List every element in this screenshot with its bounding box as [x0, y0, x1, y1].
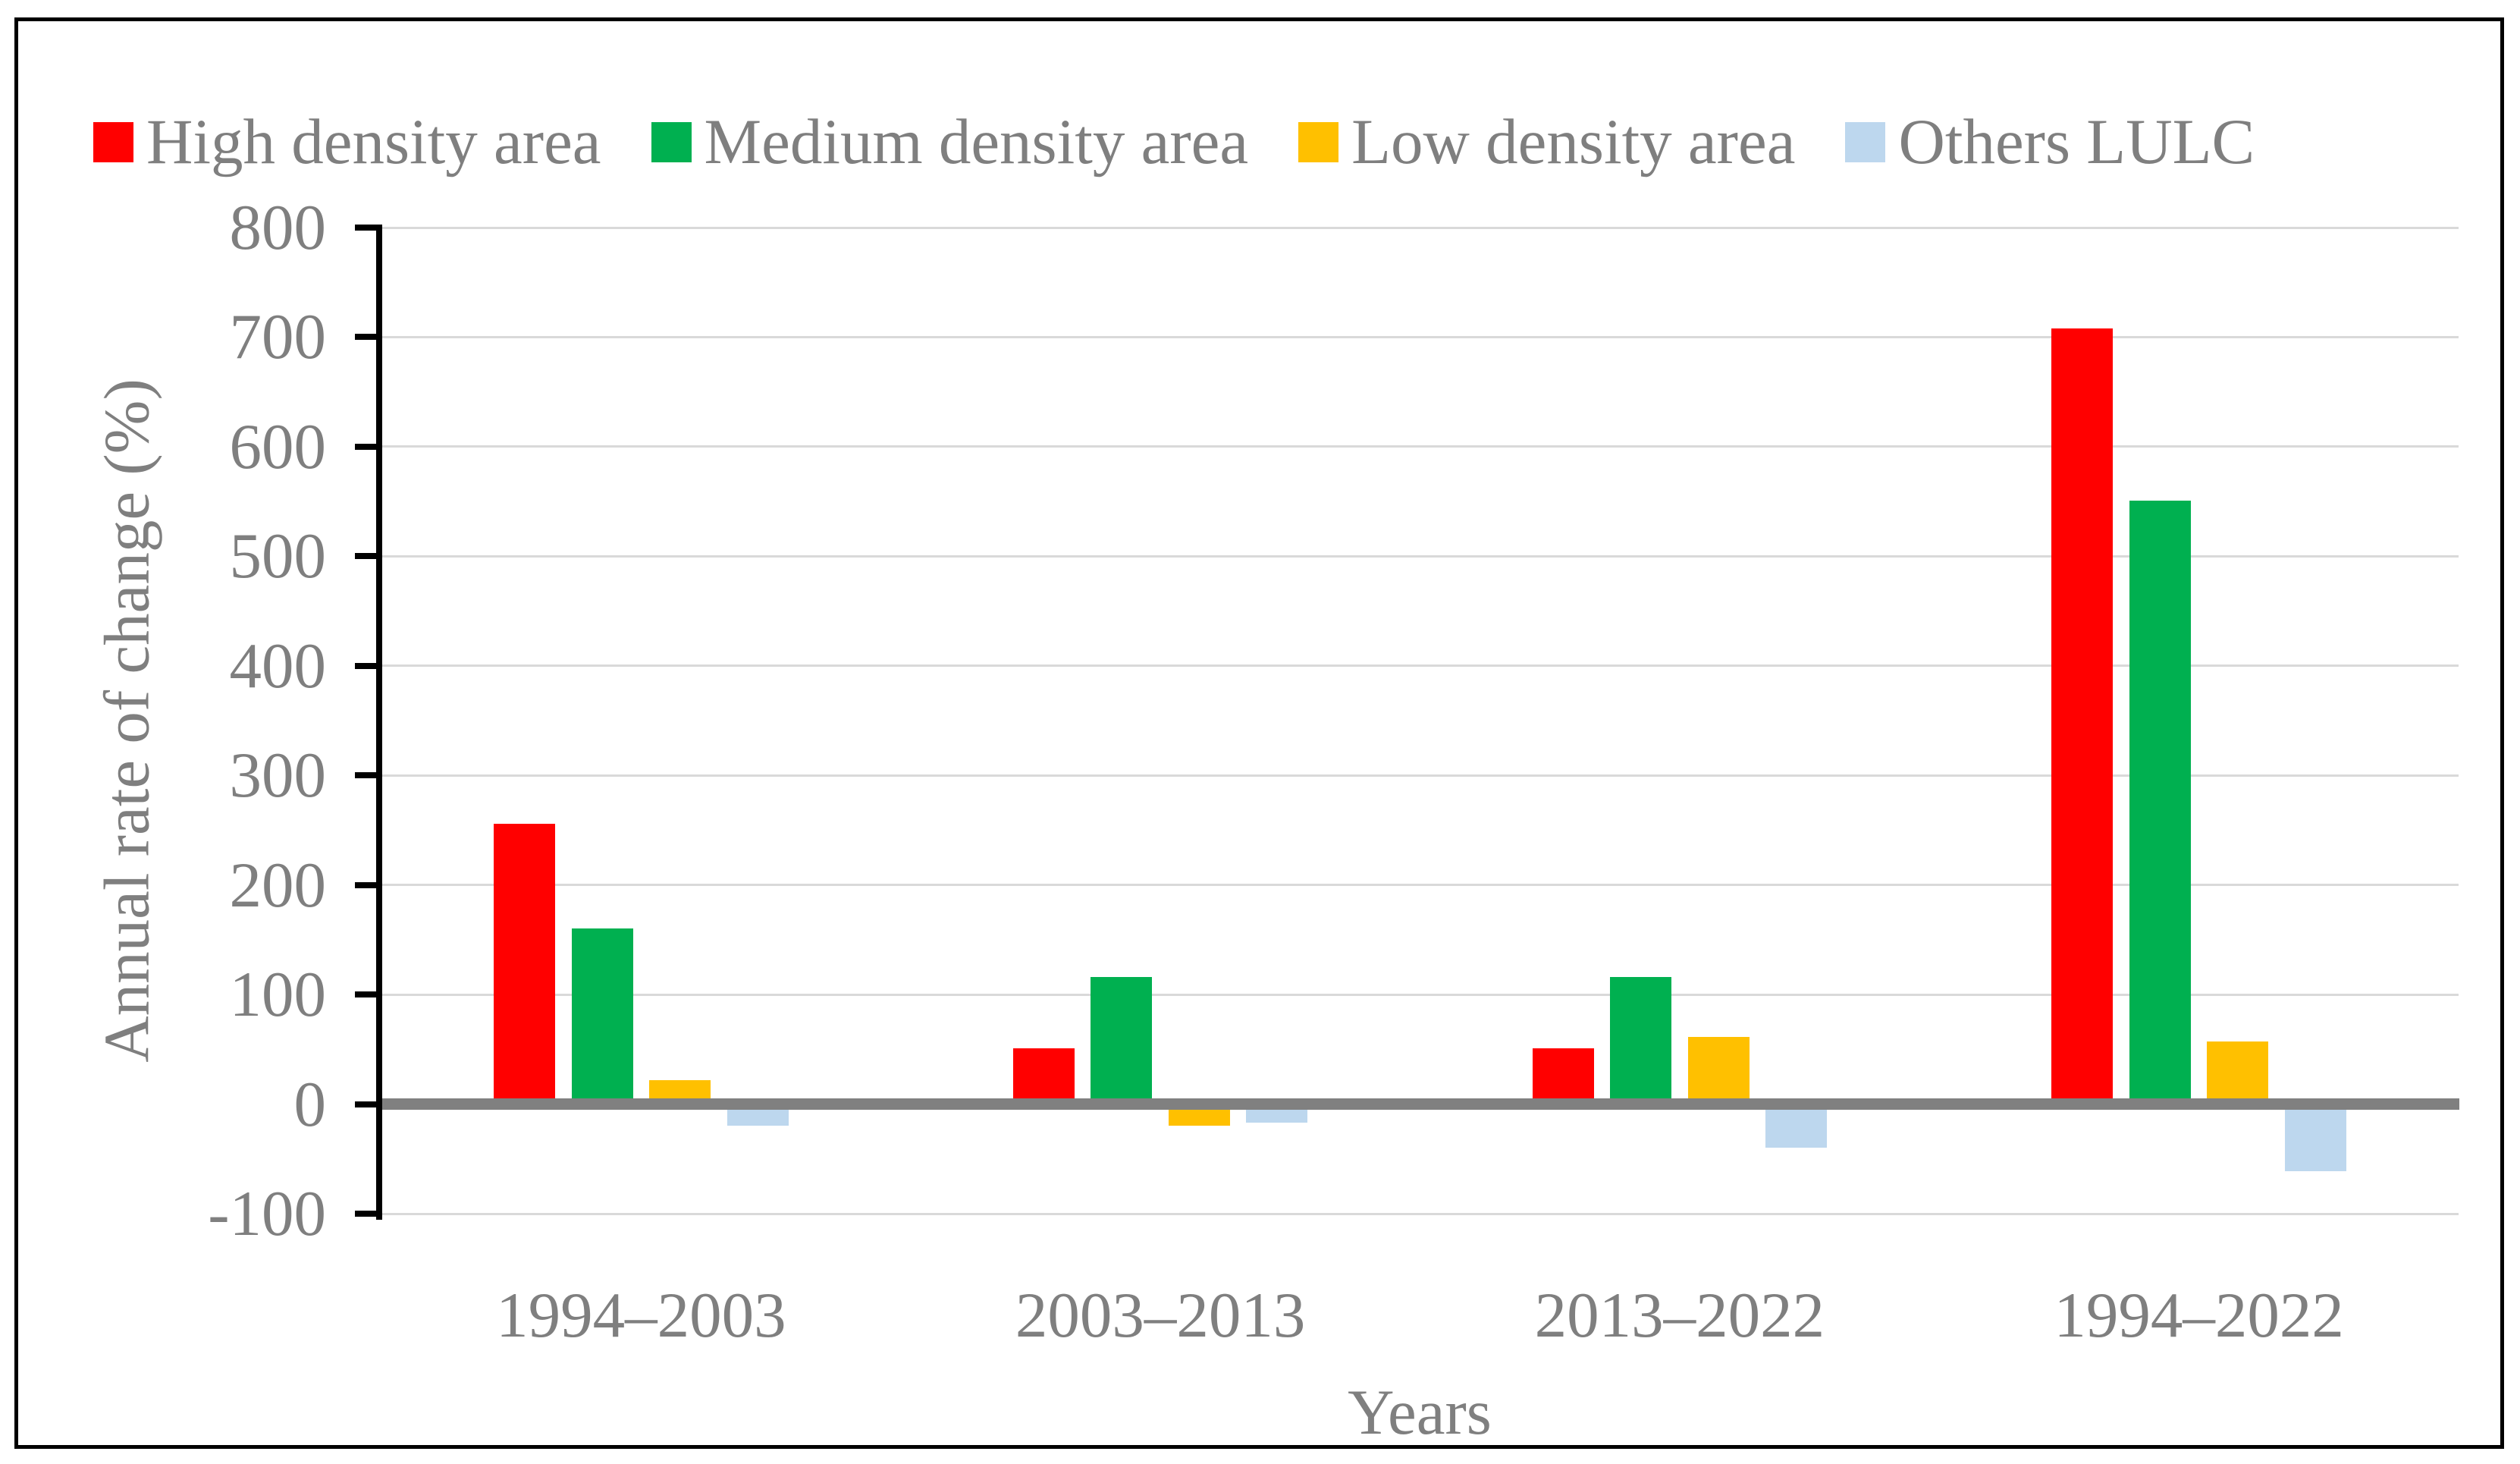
legend-item-low-density-area: Low density area [1298, 110, 1795, 174]
legend: High density area Medium density area Low … [93, 110, 2255, 174]
x-category-label: 1994–2022 [2054, 1280, 2344, 1351]
legend-swatch-icon [93, 122, 133, 162]
y-tick-label: 700 [229, 301, 327, 373]
legend-swatch-icon [1845, 122, 1886, 162]
x-category-label: 1994–2003 [496, 1280, 786, 1351]
gridline [382, 993, 2459, 996]
bar-medium-density-area-2013–2022 [1610, 977, 1672, 1104]
y-tick-label: 400 [229, 630, 327, 702]
gridline [382, 774, 2459, 777]
y-axis-line [376, 225, 382, 1220]
y-axis-tick [355, 443, 382, 450]
gridline [382, 1212, 2459, 1215]
legend-item-high-density-area: High density area [93, 110, 601, 174]
y-axis-tick [355, 991, 382, 998]
y-axis-tick [355, 553, 382, 560]
bar-high-density-area-2003–2013 [1012, 1048, 1075, 1104]
legend-label: Medium density area [704, 106, 1249, 178]
y-axis-tick [355, 225, 382, 231]
legend-label: Low density area [1351, 106, 1796, 178]
y-tick-label: 800 [229, 192, 327, 263]
legend-swatch-icon [651, 122, 692, 162]
bar-others-lulc-2013–2022 [1765, 1104, 1828, 1148]
x-axis-title: Years [1348, 1377, 1492, 1448]
gridline [382, 335, 2459, 338]
zero-axis-line [382, 1098, 2459, 1111]
legend-label: High density area [146, 106, 601, 178]
y-tick-label: 200 [229, 849, 327, 921]
y-axis-tick [355, 881, 382, 888]
x-category-label: 2013–2022 [1534, 1280, 1825, 1351]
y-axis-tick [355, 1211, 382, 1217]
y-tick-label: 500 [229, 520, 327, 592]
bar-medium-density-area-1994–2022 [2129, 500, 2191, 1104]
bar-high-density-area-2013–2022 [1532, 1048, 1594, 1104]
y-tick-label: 600 [229, 410, 327, 482]
y-axis-tick [355, 662, 382, 669]
bar-high-density-area-1994–2003 [494, 823, 556, 1104]
bar-high-density-area-1994–2022 [2051, 328, 2114, 1104]
legend-swatch-icon [1298, 122, 1339, 162]
y-tick-label: -100 [208, 1178, 326, 1249]
x-category-label: 2003–2013 [1015, 1280, 1306, 1351]
bar-low-density-area-1994–2022 [2207, 1041, 2269, 1104]
y-axis-tick [355, 334, 382, 341]
y-axis-title: Annual rate of change (%) [91, 379, 163, 1063]
gridline [382, 664, 2459, 668]
gridline [382, 226, 2459, 229]
legend-item-medium-density-area: Medium density area [651, 106, 1249, 178]
y-tick-label: 100 [229, 959, 327, 1031]
y-tick-label: 300 [229, 740, 327, 812]
y-axis-tick [355, 772, 382, 779]
bar-low-density-area-2013–2022 [1687, 1037, 1750, 1104]
y-tick-label: 0 [293, 1068, 327, 1140]
bar-others-lulc-1994–2022 [2284, 1104, 2346, 1171]
legend-item-others-lulc: Others LULC [1845, 110, 2255, 174]
bar-medium-density-area-1994–2003 [571, 928, 633, 1104]
gridline [382, 445, 2459, 448]
legend-label: Others LULC [1898, 106, 2255, 178]
bar-medium-density-area-2003–2013 [1091, 977, 1153, 1104]
y-axis-tick [355, 1101, 382, 1107]
gridline [382, 884, 2459, 887]
gridline [382, 554, 2459, 558]
